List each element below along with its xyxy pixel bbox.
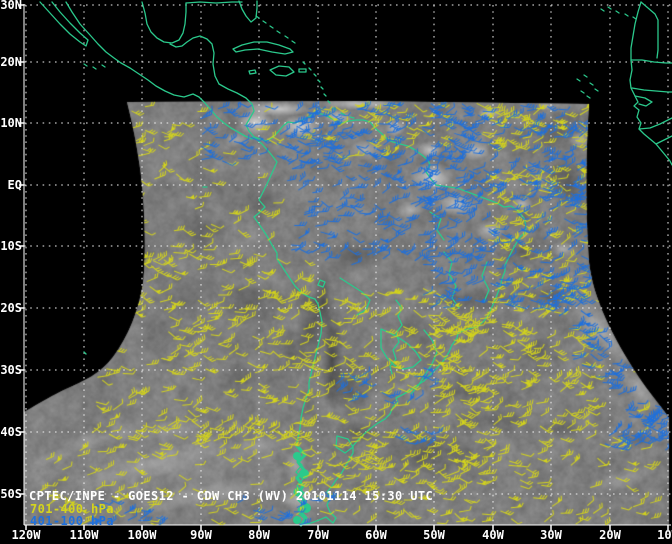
lat-label-20S: 20S [0, 301, 22, 315]
lon-label-20W: 20W [599, 528, 621, 542]
lon-label-70W: 70W [307, 528, 329, 542]
lat-label-10N: 10N [0, 116, 22, 130]
lon-label-10W: 10W [657, 528, 672, 542]
lat-label-EQ: EQ [7, 178, 22, 192]
lat-label-30S: 30S [0, 363, 22, 377]
lon-label-110W: 110W [69, 528, 99, 542]
lon-label-30W: 30W [540, 528, 562, 542]
lon-label-50W: 50W [423, 528, 445, 542]
legend-mid-level: 701-400 hPa [30, 502, 114, 516]
lat-label-30N: 30N [0, 0, 22, 12]
lon-label-80W: 80W [248, 528, 270, 542]
lon-label-40W: 40W [482, 528, 504, 542]
lat-label-40S: 40S [0, 425, 22, 439]
legend-high-level: 401-100 hPa [30, 514, 114, 528]
lon-label-60W: 60W [365, 528, 387, 542]
lat-label-20N: 20N [0, 55, 22, 69]
lon-label-100W: 100W [127, 528, 157, 542]
lon-label-120W: 120W [11, 528, 41, 542]
lon-label-90W: 90W [190, 528, 212, 542]
lat-label-10S: 10S [0, 239, 22, 253]
lat-label-50S: 50S [0, 487, 22, 501]
plot-title: CPTEC/INPE - GOES12 - CDW CH3 (WV) 20101… [29, 489, 434, 503]
